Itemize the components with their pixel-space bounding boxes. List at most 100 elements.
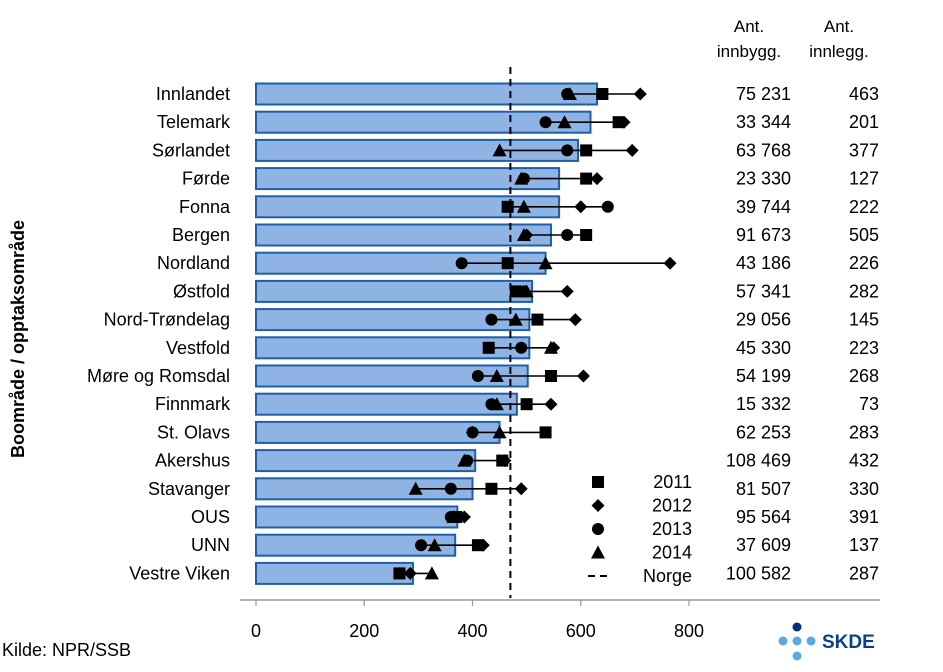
marker-2011-f-rde — [580, 172, 593, 185]
marker-2012-m-re-og-romsdal — [576, 369, 590, 383]
bar-bergen — [255, 223, 552, 247]
population-value-vestfold: 45 330 — [736, 338, 791, 358]
population-value-m-re-og-romsdal: 54 199 — [736, 366, 791, 386]
population-value-bergen: 91 673 — [736, 225, 791, 245]
marker-2014-unn — [427, 538, 442, 552]
legend-2013-label: 2013 — [652, 519, 692, 539]
marker-2013-telemark — [539, 116, 552, 129]
population-value-telemark: 33 344 — [736, 112, 791, 132]
value-columns-group: 75 231 463 33 344 201 63 768 377 23 330 127 39 7… — [717, 17, 879, 583]
marker-2012-f-rde — [590, 172, 604, 186]
y-axis-label: Boområde / opptaksområde — [8, 220, 28, 458]
admissions-value-vestfold: 223 — [849, 338, 879, 358]
bar-innlandet — [255, 82, 598, 106]
bar-stfold — [255, 279, 534, 303]
marker-2011-vestfold — [482, 341, 495, 354]
marker-2012-stfold — [560, 284, 574, 298]
marker-2011-bergen — [580, 229, 593, 241]
marker-2014-vestfold — [543, 340, 558, 354]
x-tick-label-0: 0 — [251, 621, 261, 641]
admissions-value-st-olavs: 283 — [849, 422, 879, 442]
admissions-value-akershus: 432 — [849, 451, 879, 471]
bar-vestre-viken — [255, 561, 414, 585]
population-value-unn: 37 609 — [736, 535, 791, 555]
bars-group — [255, 82, 598, 585]
population-value-fonna: 39 744 — [736, 197, 791, 217]
marker-2014-innlandet — [562, 87, 577, 100]
marker-2012-finnmark — [544, 397, 558, 411]
population-value-vestre-viken: 100 582 — [726, 563, 791, 583]
population-header-line2: innbygg. — [717, 42, 781, 61]
marker-2014-finnmark — [489, 397, 504, 411]
admissions-value-f-rde: 127 — [849, 169, 879, 189]
category-label-telemark: Telemark — [157, 112, 231, 132]
marker-2014-vestre-viken — [424, 566, 439, 580]
category-label-st-olavs: St. Olavs — [157, 422, 230, 442]
admissions-value-fonna: 222 — [849, 197, 879, 217]
admissions-value-m-re-og-romsdal: 268 — [849, 366, 879, 386]
marker-2012-unn — [476, 538, 490, 552]
marker-2014-m-re-og-romsdal — [489, 369, 504, 382]
marker-2013-nord-tr-ndelag — [485, 313, 498, 326]
marker-2012-innlandet — [633, 87, 647, 101]
marker-2014-stfold — [519, 284, 534, 298]
population-value-s-rlandet: 63 768 — [736, 140, 791, 160]
admissions-value-finnmark: 73 — [859, 394, 879, 414]
legend-norge-label: Norge — [643, 566, 692, 586]
marker-2012-ous — [457, 510, 471, 524]
population-value-nordland: 43 186 — [736, 253, 791, 273]
legend-2014-label: 2014 — [652, 543, 692, 563]
logo-dot-top — [792, 622, 802, 632]
marker-2011-st-olavs — [539, 426, 552, 439]
marker-2011-fonna — [501, 200, 514, 213]
admissions-value-innlandet: 463 — [849, 84, 879, 104]
bar-st-olavs — [255, 420, 501, 444]
marker-2011-nord-tr-ndelag — [531, 313, 544, 326]
legend-2013-symbol — [592, 523, 604, 535]
legend-group: 2011 2012 2013 2014 Norge — [588, 472, 692, 586]
marker-2012-telemark — [617, 115, 631, 129]
marker-2013-bergen — [561, 229, 574, 241]
bar-ous — [255, 505, 459, 529]
marker-2012-fonna — [574, 200, 588, 214]
range-lines-group — [399, 93, 671, 575]
population-value-akershus: 108 469 — [726, 451, 791, 471]
bar-finnmark — [255, 392, 518, 416]
admissions-value-bergen: 505 — [849, 225, 879, 245]
category-label-finnmark: Finnmark — [155, 394, 231, 414]
marker-2013-st-olavs — [466, 426, 479, 439]
population-header-line1: Ant. — [734, 17, 764, 36]
category-label-f-rde: Førde — [182, 169, 230, 189]
legend-2012-symbol — [591, 499, 605, 512]
marker-2012-s-rlandet — [625, 143, 639, 157]
category-label-stfold: Østfold — [173, 281, 230, 301]
marker-2014-st-olavs — [492, 425, 507, 439]
marker-2013-fonna — [601, 200, 614, 213]
marker-2011-innlandet — [596, 88, 609, 100]
category-labels-group: Innlandet Telemark Sørlandet Førde Fonna Berg… — [87, 84, 231, 583]
marker-2014-fonna — [516, 199, 531, 213]
category-label-vestre-viken: Vestre Viken — [129, 563, 230, 583]
admissions-value-vestre-viken: 287 — [849, 563, 879, 583]
marker-2012-nord-tr-ndelag — [568, 313, 582, 327]
marker-2012-akershus — [498, 454, 512, 468]
marker-2011-s-rlandet — [580, 144, 593, 157]
admissions-header-line1: Ant. — [824, 17, 854, 36]
marker-2013-m-re-og-romsdal — [471, 370, 484, 382]
legend-2011-label: 2011 — [653, 472, 692, 492]
logo-dot-right — [806, 636, 816, 646]
population-value-ous: 95 564 — [736, 507, 791, 527]
population-value-st-olavs: 62 253 — [736, 422, 791, 442]
x-axis-group: 0 200 400 600 800 — [240, 599, 880, 641]
population-value-nord-tr-ndelag: 29 056 — [736, 310, 791, 330]
markers-group — [393, 87, 677, 580]
x-tick-label-800: 800 — [674, 621, 704, 641]
marker-2014-nordland — [538, 256, 553, 270]
population-value-stfold: 57 341 — [736, 281, 791, 301]
category-label-nord-tr-ndelag: Nord-Trøndelag — [104, 310, 230, 330]
marker-2013-stavanger — [444, 482, 457, 495]
marker-2014-telemark — [557, 115, 572, 129]
logo-dot-left — [778, 636, 788, 646]
skde-logo: SKDE — [778, 622, 875, 661]
